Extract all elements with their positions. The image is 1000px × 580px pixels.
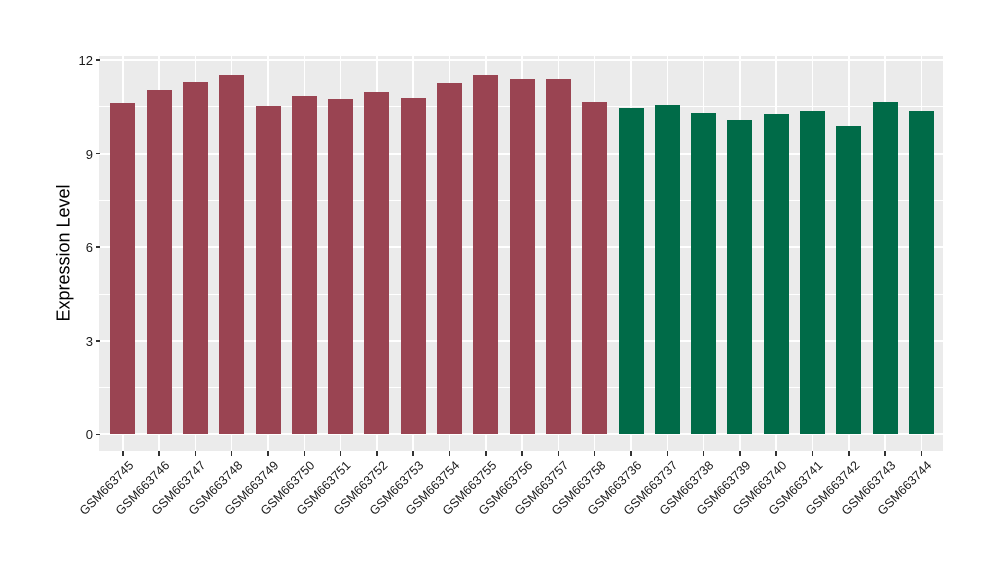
x-tick-mark-GSM663751 bbox=[339, 451, 342, 456]
bar-GSM663752 bbox=[364, 91, 390, 435]
gridline-major-y-0 bbox=[99, 433, 943, 436]
bar-GSM663748 bbox=[219, 74, 245, 435]
x-tick-mark-GSM663754 bbox=[448, 451, 451, 456]
y-tick-label-0: 0 bbox=[85, 427, 93, 443]
bar-GSM663746 bbox=[146, 89, 172, 435]
x-tick-mark-GSM663737 bbox=[666, 451, 669, 456]
x-tick-mark-GSM663753 bbox=[412, 451, 414, 456]
bar-GSM663743 bbox=[872, 101, 898, 435]
bar-GSM663758 bbox=[582, 102, 608, 435]
bar-GSM663755 bbox=[473, 74, 499, 435]
x-tick-mark-GSM663738 bbox=[702, 451, 705, 456]
y-tick-label-12: 12 bbox=[78, 53, 93, 68]
y-tick-mark-0 bbox=[96, 433, 100, 436]
x-tick-mark-GSM663758 bbox=[593, 451, 596, 456]
bar-GSM663753 bbox=[400, 98, 426, 435]
y-tick-label-9: 9 bbox=[85, 146, 93, 162]
y-tick-mark-3 bbox=[96, 340, 100, 342]
x-tick-mark-GSM663736 bbox=[630, 451, 632, 456]
x-tick-mark-GSM663741 bbox=[811, 451, 814, 456]
y-tick-label-6: 6 bbox=[85, 240, 93, 256]
x-tick-mark-GSM663750 bbox=[303, 451, 306, 456]
x-tick-mark-GSM663740 bbox=[775, 451, 777, 456]
x-tick-mark-GSM663749 bbox=[267, 451, 269, 456]
bar-GSM663747 bbox=[182, 82, 208, 435]
plot-panel bbox=[99, 56, 943, 451]
bar-GSM663745 bbox=[110, 102, 136, 435]
x-tick-mark-GSM663742 bbox=[848, 451, 850, 456]
x-tick-mark-GSM663744 bbox=[920, 451, 923, 456]
x-tick-mark-GSM663745 bbox=[122, 451, 124, 456]
bar-GSM663751 bbox=[328, 99, 354, 435]
gridline-major-y-12 bbox=[99, 59, 943, 61]
bar-GSM663738 bbox=[691, 112, 717, 435]
bar-GSM663736 bbox=[618, 107, 644, 435]
bar-GSM663749 bbox=[255, 105, 281, 435]
y-tick-mark-6 bbox=[96, 246, 100, 248]
x-tick-mark-GSM663743 bbox=[884, 451, 886, 456]
bar-GSM663744 bbox=[908, 110, 934, 435]
bar-GSM663750 bbox=[291, 96, 317, 435]
bar-GSM663757 bbox=[545, 78, 571, 435]
bar-GSM663756 bbox=[509, 79, 535, 435]
bar-GSM663741 bbox=[800, 111, 825, 435]
x-tick-mark-GSM663746 bbox=[158, 451, 160, 456]
bar-GSM663740 bbox=[763, 113, 789, 435]
x-tick-mark-GSM663747 bbox=[194, 451, 197, 456]
x-tick-mark-GSM663748 bbox=[230, 451, 233, 456]
y-tick-mark-12 bbox=[96, 59, 100, 61]
x-tick-mark-GSM663756 bbox=[521, 451, 523, 456]
bar-GSM663742 bbox=[836, 126, 862, 435]
x-tick-mark-GSM663752 bbox=[376, 451, 378, 456]
x-tick-mark-GSM663755 bbox=[485, 451, 487, 456]
bar-GSM663737 bbox=[654, 105, 680, 435]
y-tick-label-3: 3 bbox=[85, 333, 93, 349]
bar-GSM663754 bbox=[437, 83, 462, 435]
y-tick-mark-9 bbox=[96, 152, 100, 155]
x-tick-mark-GSM663739 bbox=[739, 451, 741, 456]
bar-GSM663739 bbox=[727, 120, 753, 435]
x-tick-mark-GSM663757 bbox=[557, 451, 560, 456]
